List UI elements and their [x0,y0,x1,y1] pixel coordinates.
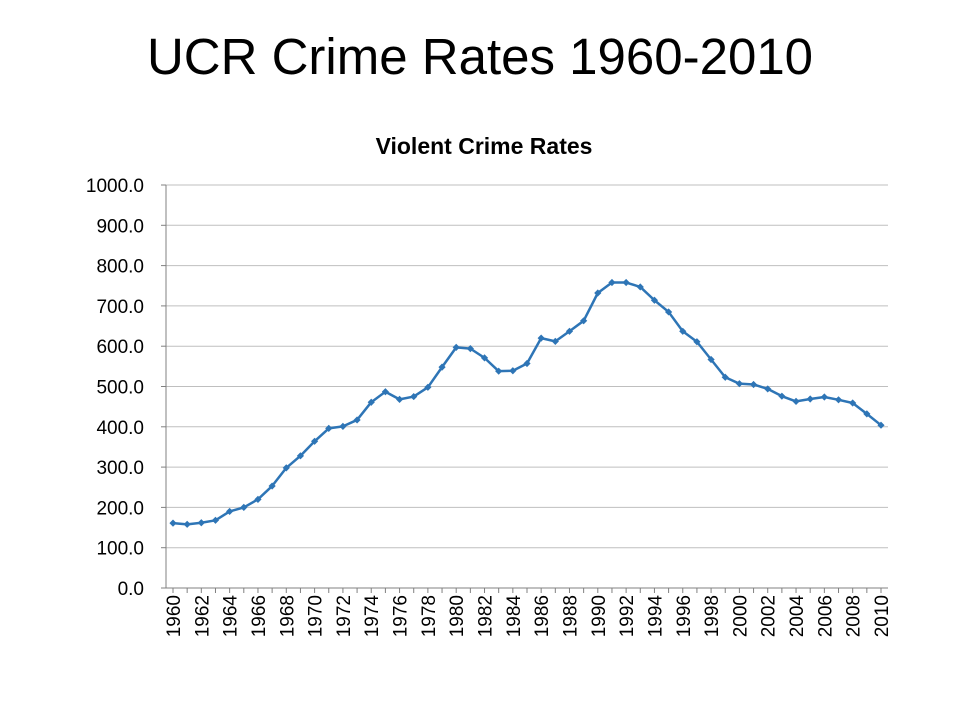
data-point [339,422,347,430]
data-point [650,296,659,304]
data-point [480,354,489,362]
data-point [820,393,828,401]
y-tick-label: 700.0 [96,297,144,318]
data-point [254,495,262,503]
chart-title: Violent Crime Rates [375,133,593,159]
x-tick-label: 2006 [815,595,836,637]
y-tick-label: 400.0 [96,418,144,439]
data-point [735,380,743,388]
x-tick-label: 1990 [589,595,610,637]
y-tick-label: 600.0 [96,337,144,358]
data-point [778,392,786,400]
data-point [693,338,701,346]
data-point [367,398,375,406]
data-point [268,482,276,490]
data-point [226,507,234,516]
x-tick-label: 1980 [447,595,468,637]
x-tick-label: 1984 [504,595,525,638]
x-tick-label: 1994 [645,595,666,638]
data-point [580,317,588,325]
data-point [565,327,574,335]
y-axis-tick-labels: 0.0 100.0 200.0 300.0 400.0 500.0 600.0 700.0 80… [86,176,144,600]
y-tick-label: 300.0 [96,458,144,479]
data-point [311,437,319,445]
x-tick-label: 1970 [306,595,327,637]
y-tick-label: 500.0 [96,378,144,399]
y-tick-label: 200.0 [96,498,144,519]
x-tick-label: 1960 [164,595,185,637]
x-tick-label: 1968 [277,595,298,637]
data-point [665,308,673,316]
data-point [877,421,885,429]
data-point [834,396,843,404]
data-point [169,519,177,527]
x-tick-label: 1974 [362,595,383,638]
x-tick-label: 2010 [872,595,893,637]
slide-title: UCR Crime Rates 1960-2010 [146,28,814,85]
data-point [424,383,432,391]
data-point [495,367,503,375]
x-tick-label: 1978 [419,595,440,637]
data-point [622,278,630,287]
x-tick-label: 1992 [617,595,638,637]
data-point [764,385,772,393]
data-point [707,355,715,364]
data-point [381,388,389,396]
data-point [296,452,305,460]
data-point [749,380,758,389]
data-point [863,410,871,418]
data-point [806,395,814,403]
data-point [679,327,687,335]
y-tick-label: 100.0 [96,539,144,560]
data-point [466,345,474,353]
x-tick-label: 2002 [759,595,780,637]
data-point [608,278,616,287]
data-point [509,367,517,375]
y-tick-label: 1000.0 [86,176,144,197]
x-tick-label: 1996 [674,595,695,637]
y-tick-label: 900.0 [96,216,144,237]
series-group [169,278,885,528]
gridlines [166,184,888,549]
x-tick-label: 1986 [532,595,553,637]
x-tick-label: 1976 [391,595,412,637]
data-point [636,283,644,291]
axes [161,184,888,593]
x-tick-label: 1998 [702,595,723,637]
data-point [197,519,205,527]
x-tick-label: 2008 [844,595,865,637]
data-point [452,343,460,352]
data-point [183,520,191,528]
data-point [282,464,290,472]
x-tick-label: 1966 [249,595,270,637]
data-point [325,424,333,433]
data-point [792,397,800,406]
data-point [438,363,446,371]
x-tick-label: 1964 [221,595,242,638]
data-point [395,395,404,403]
data-point [353,416,361,424]
data-point [537,334,545,342]
data-point [523,359,531,368]
data-point [849,399,857,407]
x-tick-label: 1962 [192,595,213,637]
data-point [410,392,418,401]
y-tick-label: 800.0 [96,257,144,278]
x-tick-label: 2004 [787,595,808,638]
x-tick-label: 1982 [476,595,497,637]
x-axis-tick-labels: 1960 1962 1964 1966 1968 1970 1972 1974 1976 1978… [164,595,893,638]
x-tick-label: 2000 [730,595,751,637]
y-tick-label: 0.0 [118,579,144,600]
x-tick-label: 1972 [334,595,355,637]
series-line [172,281,882,526]
data-point [211,516,220,524]
x-tick-label: 1988 [560,595,581,637]
data-point [551,337,559,345]
data-point [594,289,602,297]
data-point [240,503,248,511]
data-point [721,373,729,381]
